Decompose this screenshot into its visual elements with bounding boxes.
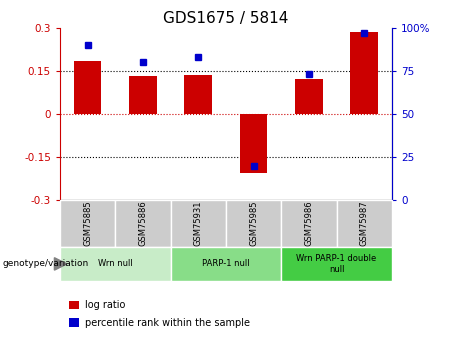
Bar [74,61,101,114]
Text: log ratio: log ratio [85,300,126,310]
Bar [350,32,378,114]
Bar [281,247,392,281]
Title: GDS1675 / 5814: GDS1675 / 5814 [163,11,289,27]
Bar [60,200,115,247]
Bar [295,79,323,114]
Bar [115,200,171,247]
Bar [60,247,171,281]
Bar [226,200,281,247]
Text: GSM75886: GSM75886 [138,200,148,246]
Text: PARP-1 null: PARP-1 null [202,259,250,268]
Bar [337,200,392,247]
Text: GSM75987: GSM75987 [360,200,369,246]
Text: genotype/variation: genotype/variation [2,259,89,268]
Text: GSM75885: GSM75885 [83,200,92,246]
Text: GSM75985: GSM75985 [249,201,258,246]
Bar [171,247,281,281]
Text: Wrn null: Wrn null [98,259,133,268]
Text: GSM75931: GSM75931 [194,201,203,246]
Polygon shape [54,258,67,270]
Bar [281,200,337,247]
Text: Wrn PARP-1 double
null: Wrn PARP-1 double null [296,254,377,274]
Bar [184,75,212,114]
Bar [171,200,226,247]
Text: percentile rank within the sample: percentile rank within the sample [85,318,250,327]
Text: GSM75986: GSM75986 [304,200,313,246]
Bar [129,77,157,114]
Bar [240,114,267,173]
